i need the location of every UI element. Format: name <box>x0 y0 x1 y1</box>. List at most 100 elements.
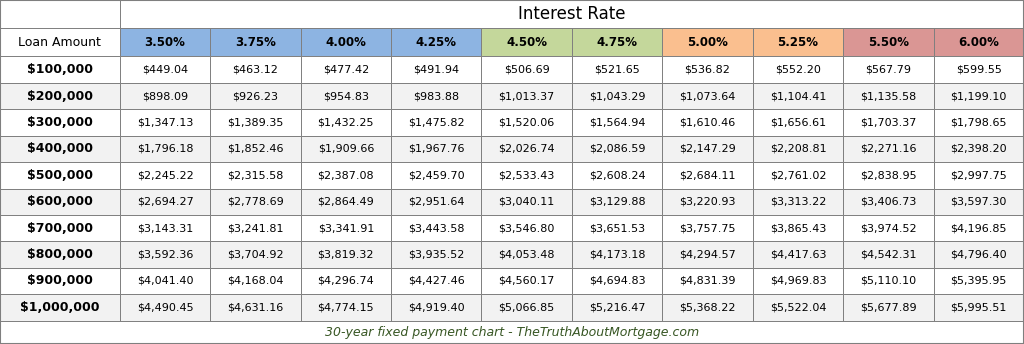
Bar <box>481 136 571 162</box>
Text: $4,542.31: $4,542.31 <box>860 249 916 260</box>
Bar <box>753 109 843 136</box>
Bar <box>210 83 301 109</box>
Text: Loan Amount: Loan Amount <box>18 36 101 49</box>
Text: $1,199.10: $1,199.10 <box>950 91 1007 101</box>
Text: $5,395.95: $5,395.95 <box>950 276 1007 286</box>
Text: $3,651.53: $3,651.53 <box>589 223 645 233</box>
Text: $463.12: $463.12 <box>232 65 279 75</box>
Text: $300,000: $300,000 <box>27 116 93 129</box>
Text: $3,597.30: $3,597.30 <box>950 197 1007 207</box>
Text: 3.75%: 3.75% <box>234 36 275 49</box>
Text: $5,216.47: $5,216.47 <box>589 302 645 312</box>
Bar <box>481 189 571 215</box>
Text: $600,000: $600,000 <box>27 195 93 208</box>
Bar <box>571 56 663 83</box>
Bar <box>934 136 1024 162</box>
Text: 6.00%: 6.00% <box>958 36 999 49</box>
Bar <box>934 189 1024 215</box>
Text: $1,073.64: $1,073.64 <box>679 91 735 101</box>
Bar <box>663 56 753 83</box>
Text: $1,389.35: $1,389.35 <box>227 117 284 128</box>
Bar <box>571 162 663 189</box>
Text: $900,000: $900,000 <box>27 275 93 288</box>
Bar <box>753 215 843 241</box>
Text: $5,110.10: $5,110.10 <box>860 276 916 286</box>
Text: $200,000: $200,000 <box>27 89 93 103</box>
Text: $3,757.75: $3,757.75 <box>679 223 736 233</box>
Bar <box>301 83 391 109</box>
Text: $400,000: $400,000 <box>27 142 93 155</box>
Bar <box>210 109 301 136</box>
Bar <box>663 241 753 268</box>
Text: $3,974.52: $3,974.52 <box>860 223 916 233</box>
Bar <box>301 56 391 83</box>
Text: $2,864.49: $2,864.49 <box>317 197 374 207</box>
Bar <box>210 189 301 215</box>
Bar <box>481 83 571 109</box>
Bar <box>391 215 481 241</box>
Text: $2,997.75: $2,997.75 <box>950 170 1008 180</box>
Text: $954.83: $954.83 <box>323 91 369 101</box>
Bar <box>934 109 1024 136</box>
Bar <box>934 241 1024 268</box>
Bar <box>481 28 571 56</box>
Bar <box>210 294 301 321</box>
Bar <box>391 83 481 109</box>
Text: $567.79: $567.79 <box>865 65 911 75</box>
Bar <box>843 162 934 189</box>
Text: $2,838.95: $2,838.95 <box>860 170 916 180</box>
Bar <box>934 294 1024 321</box>
Bar <box>301 241 391 268</box>
Bar <box>843 28 934 56</box>
Text: $4,427.46: $4,427.46 <box>408 276 465 286</box>
Bar <box>663 109 753 136</box>
Bar <box>571 241 663 268</box>
Bar <box>120 189 210 215</box>
Bar <box>120 136 210 162</box>
Text: 4.75%: 4.75% <box>597 36 638 49</box>
Bar <box>0 321 1024 344</box>
Bar <box>663 28 753 56</box>
Bar <box>843 241 934 268</box>
Text: $1,610.46: $1,610.46 <box>679 117 735 128</box>
Text: $4,196.85: $4,196.85 <box>950 223 1007 233</box>
Bar <box>481 56 571 83</box>
Bar <box>934 28 1024 56</box>
Text: $1,852.46: $1,852.46 <box>227 144 284 154</box>
Bar <box>301 294 391 321</box>
Bar <box>120 109 210 136</box>
Bar <box>0 56 120 83</box>
Text: $100,000: $100,000 <box>27 63 93 76</box>
Bar <box>663 268 753 294</box>
Bar <box>753 28 843 56</box>
Bar <box>663 162 753 189</box>
Text: $898.09: $898.09 <box>142 91 188 101</box>
Bar <box>481 294 571 321</box>
Text: $3,129.88: $3,129.88 <box>589 197 645 207</box>
Text: $1,043.29: $1,043.29 <box>589 91 645 101</box>
Text: $5,995.51: $5,995.51 <box>950 302 1007 312</box>
Bar <box>934 215 1024 241</box>
Bar <box>753 56 843 83</box>
Text: $3,220.93: $3,220.93 <box>679 197 736 207</box>
Bar <box>571 268 663 294</box>
Bar <box>391 241 481 268</box>
Bar <box>934 162 1024 189</box>
Text: $3,592.36: $3,592.36 <box>137 249 194 260</box>
Bar <box>753 189 843 215</box>
Bar <box>120 215 210 241</box>
Bar <box>663 83 753 109</box>
Bar <box>843 294 934 321</box>
Bar <box>301 268 391 294</box>
Bar <box>120 162 210 189</box>
Bar <box>571 136 663 162</box>
Bar <box>663 294 753 321</box>
Text: $4,294.57: $4,294.57 <box>679 249 736 260</box>
Text: $5,522.04: $5,522.04 <box>770 302 826 312</box>
Bar <box>843 189 934 215</box>
Bar <box>120 56 210 83</box>
Text: $3,935.52: $3,935.52 <box>409 249 465 260</box>
Text: 5.25%: 5.25% <box>777 36 818 49</box>
Text: $3,546.80: $3,546.80 <box>499 223 555 233</box>
Bar <box>571 28 663 56</box>
